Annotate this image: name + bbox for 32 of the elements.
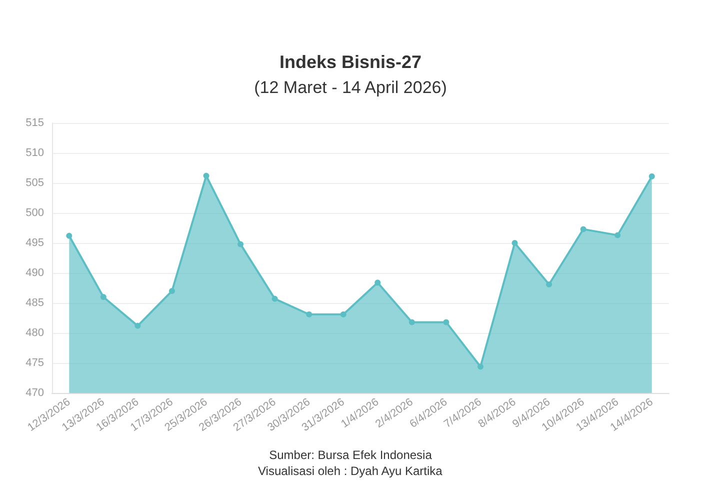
point <box>512 240 518 246</box>
y-tick-label: 480 <box>26 327 44 339</box>
y-tick-label: 515 <box>26 117 44 129</box>
y-tick-label: 475 <box>26 357 44 369</box>
y-tick-label: 495 <box>26 237 44 249</box>
point <box>168 288 175 294</box>
point <box>306 311 312 318</box>
chart-title: Indeks Bisnis-27 <box>279 52 422 72</box>
point <box>477 364 484 370</box>
point <box>443 319 450 326</box>
point <box>100 294 106 300</box>
y-tick-label: 505 <box>26 177 44 189</box>
point <box>238 241 244 248</box>
point <box>614 232 621 238</box>
point <box>580 226 586 232</box>
y-tick-label: 485 <box>26 297 44 309</box>
y-tick-label: 510 <box>26 147 44 159</box>
chart-subtitle: (12 Maret - 14 April 2026) <box>254 78 447 97</box>
point <box>272 296 278 302</box>
point <box>340 311 346 318</box>
point <box>648 173 655 180</box>
y-tick-label: 470 <box>26 387 44 399</box>
text: Visualisasi oleh : Dyah Ayu Kartika <box>258 464 443 478</box>
point <box>66 232 72 239</box>
point <box>374 280 381 286</box>
point <box>408 319 415 326</box>
point <box>546 281 552 288</box>
y-tick-label: 500 <box>26 207 44 219</box>
point <box>203 172 210 179</box>
text: Sumber: Bursa Efek Indonesia <box>269 448 432 462</box>
y-tick-label: 490 <box>26 267 44 279</box>
point <box>134 322 141 329</box>
